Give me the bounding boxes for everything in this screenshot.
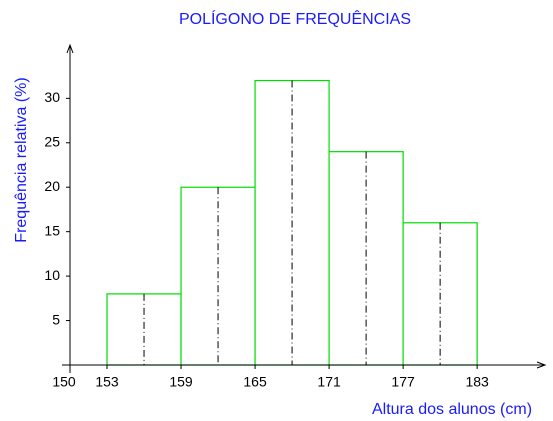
chart-title: POLÍGONO DE FREQUÊNCIAS	[179, 9, 411, 28]
x-tick-label: 159	[169, 374, 193, 390]
x-tick-label: 150	[52, 374, 76, 390]
x-axis-arrow	[536, 361, 547, 369]
x-tick-label: 183	[465, 374, 489, 390]
y-tick-label: 5	[52, 311, 60, 327]
x-axis-label: Altura dos alunos (cm)	[372, 401, 532, 418]
y-tick-label: 30	[44, 89, 60, 105]
x-tick-label: 177	[391, 374, 415, 390]
x-tick-label: 165	[243, 374, 267, 390]
y-axis-arrow	[66, 43, 74, 54]
y-axis-label: Frequência relativa (%)	[13, 77, 30, 242]
y-tick-label: 15	[44, 222, 60, 238]
x-tick-label: 171	[317, 374, 341, 390]
y-tick-label: 10	[44, 267, 60, 283]
y-tick-label: 20	[44, 178, 60, 194]
x-tick-label: 153	[95, 374, 119, 390]
y-tick-label: 25	[44, 133, 60, 149]
